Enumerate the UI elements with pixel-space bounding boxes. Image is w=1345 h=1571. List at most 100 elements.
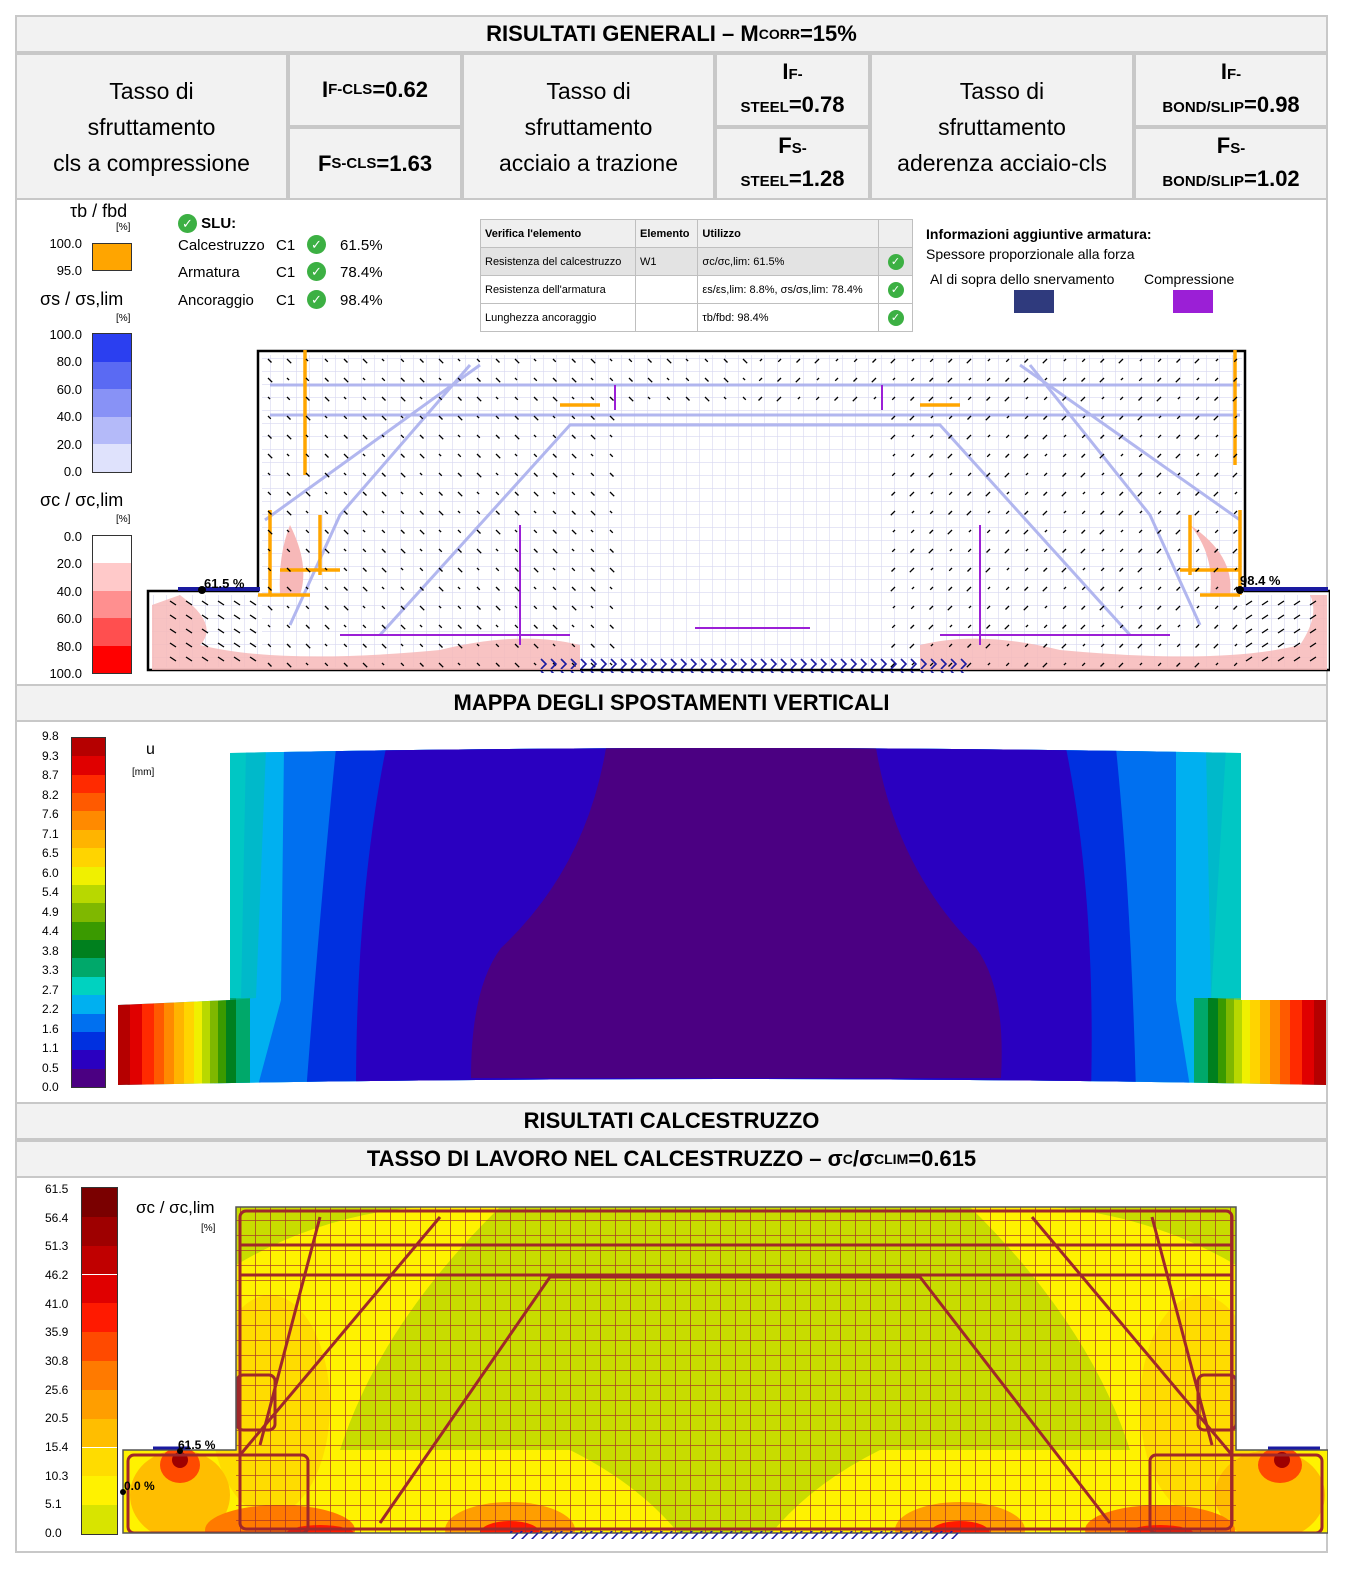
legend-swatch bbox=[93, 536, 131, 564]
legend-tick: 40.0 bbox=[56, 409, 82, 425]
legend-swatch bbox=[72, 829, 105, 849]
summary-fs-cls: F S-CLS =1.63 bbox=[288, 127, 462, 200]
header-concrete-work-rate: TASSO DI LAVORO NEL CALCESTRUZZO – σ C/σ C… bbox=[15, 1140, 1328, 1178]
legend-tick: 2.2 bbox=[42, 1002, 59, 1016]
legend-swatch bbox=[93, 563, 131, 591]
legend-swatch bbox=[82, 1361, 117, 1390]
legend-swatch bbox=[72, 774, 105, 794]
legend-swatch bbox=[72, 756, 105, 775]
section-displacement bbox=[15, 722, 1328, 1102]
concrete-stress-map: 61.5 % 0.0 % bbox=[120, 1206, 1328, 1539]
summary-desc-bond: Tasso di sfruttamento aderenza acciaio-c… bbox=[870, 53, 1134, 200]
info-title: Informazioni aggiuntive armatura: bbox=[926, 226, 1152, 242]
displacement-map bbox=[118, 748, 1326, 1085]
legend-swatch bbox=[72, 1050, 105, 1069]
legend-u-bar bbox=[71, 737, 106, 1088]
info-yield-swatch bbox=[1014, 290, 1054, 313]
legend-tick: 80.0 bbox=[56, 354, 82, 370]
legend-c-bar bbox=[81, 1187, 118, 1535]
check-icon: ✓ bbox=[887, 309, 904, 326]
legend-swatch bbox=[72, 811, 105, 830]
legend-c-title: σc / σc,lim bbox=[136, 1198, 215, 1217]
legend-tick: 5.4 bbox=[42, 885, 59, 899]
diagram1-label-right: 98.4 % bbox=[1240, 573, 1281, 588]
slu-row-steel: Armatura C1 ✓ 78.4% bbox=[178, 262, 383, 281]
legend-conc-bar bbox=[92, 535, 132, 674]
legend-tick: 56.4 bbox=[45, 1210, 69, 1225]
check-icon: ✓ bbox=[887, 281, 904, 298]
info-comp-swatch bbox=[1173, 290, 1213, 313]
legend-tick: 100.0 bbox=[49, 327, 82, 342]
legend-tick: 61.5 bbox=[45, 1182, 69, 1196]
legend-tick: 4.4 bbox=[42, 924, 59, 938]
summary-desc-steel: Tasso di sfruttamento acciaio a trazione bbox=[462, 53, 715, 200]
legend-tick: 9.8 bbox=[42, 729, 59, 743]
legend-swatch bbox=[82, 1505, 117, 1534]
table-row[interactable]: Lunghezza ancoraggio τb/fbd: 98.4% ✓ bbox=[480, 303, 913, 332]
legend-swatch bbox=[93, 389, 131, 417]
diagram3-label-left: 61.5 % bbox=[178, 1438, 216, 1452]
check-icon: ✓ bbox=[307, 235, 326, 254]
check-icon: ✓ bbox=[178, 214, 197, 233]
legend-tick: 60.0 bbox=[56, 611, 82, 627]
legend-swatch bbox=[82, 1274, 117, 1304]
legend-tick: 41.0 bbox=[45, 1296, 69, 1311]
header-general-results: RISULTATI GENERALI – M CORR =15% bbox=[15, 15, 1328, 53]
legend-swatch bbox=[72, 884, 105, 904]
legend-tick: 4.9 bbox=[42, 904, 59, 919]
legend-steel-title: σs / σs,lim bbox=[40, 289, 124, 309]
legend-swatch bbox=[72, 738, 105, 757]
summary-fs-steel: FS- STEEL=1.28 bbox=[715, 127, 870, 200]
legend-swatch bbox=[72, 976, 105, 996]
summary-if-cls: I F-CLS =0.62 bbox=[288, 53, 462, 127]
legend-tick: 0.0 bbox=[42, 1080, 59, 1094]
legend-bond-title: τb / fbd bbox=[70, 201, 128, 221]
legend-tick: 60.0 bbox=[56, 381, 82, 397]
legend-swatch bbox=[82, 1188, 117, 1217]
legend-tick: 8.7 bbox=[42, 768, 59, 782]
legend-tick: 6.0 bbox=[42, 865, 59, 880]
table-row[interactable]: Resistenza del calcestruzzo W1 σc/σc,lim… bbox=[480, 247, 913, 276]
legend-swatch bbox=[93, 444, 131, 472]
legend-tick: 0.0 bbox=[63, 529, 82, 544]
legend-tick: 25.6 bbox=[45, 1382, 69, 1397]
strut-tie-diagram: 61.5 % 98.4 % bbox=[146, 349, 1330, 673]
legend-tick: 100.0 bbox=[49, 666, 82, 681]
legend-tick: 2.7 bbox=[42, 982, 59, 997]
legend-tick: 40.0 bbox=[56, 583, 82, 599]
legend-conc-title: σc / σc,lim bbox=[40, 490, 124, 510]
legend-bond-tick: 100.0 bbox=[49, 236, 82, 251]
legend-swatch bbox=[82, 1476, 117, 1506]
legend-tick: 1.1 bbox=[42, 1041, 59, 1055]
info-subtitle: Spessore proporzionale alla forza bbox=[926, 246, 1135, 262]
section-concrete-stress bbox=[15, 1178, 1328, 1553]
legend-swatch bbox=[82, 1447, 117, 1477]
legend-swatch bbox=[93, 590, 131, 619]
legend-tick: 15.4 bbox=[45, 1440, 69, 1454]
info-comp-label: Compressione bbox=[1144, 271, 1235, 287]
legend-tick: 20.0 bbox=[56, 556, 82, 572]
legend-swatch bbox=[82, 1332, 117, 1361]
legend-bond-tick: 95.0 bbox=[56, 263, 82, 278]
legend-swatch bbox=[93, 416, 131, 445]
legend-u-unit: [mm] bbox=[132, 767, 155, 778]
legend-swatch bbox=[72, 995, 105, 1014]
verify-header: Verifica l'elemento bbox=[480, 219, 636, 248]
header-concrete-results: RISULTATI CALCESTRUZZO bbox=[15, 1102, 1328, 1140]
check-icon: ✓ bbox=[887, 253, 904, 270]
legend-tick: 0.5 bbox=[42, 1060, 59, 1075]
legend-c-unit: [%] bbox=[201, 1223, 216, 1234]
slu-row-anchorage: Ancoraggio C1 ✓ 98.4% bbox=[178, 290, 383, 309]
legend-swatch bbox=[72, 903, 105, 922]
legend-steel-bar bbox=[92, 333, 132, 473]
verify-header: Utilizzo bbox=[697, 219, 879, 248]
legend-bond-swatch bbox=[92, 243, 132, 271]
legend-tick: 35.9 bbox=[45, 1325, 69, 1340]
section-slu-diagram bbox=[15, 200, 1328, 684]
legend-swatch bbox=[72, 1068, 105, 1087]
legend-tick: 3.3 bbox=[42, 963, 59, 977]
table-row[interactable]: Resistenza dell'armatura εs/εs,lim: 8.8%… bbox=[480, 275, 913, 304]
info-yield-label: Al di sopra dello snervamento bbox=[930, 271, 1115, 287]
legend-tick: 7.1 bbox=[42, 826, 59, 841]
legend-tick: 20.5 bbox=[45, 1411, 69, 1426]
